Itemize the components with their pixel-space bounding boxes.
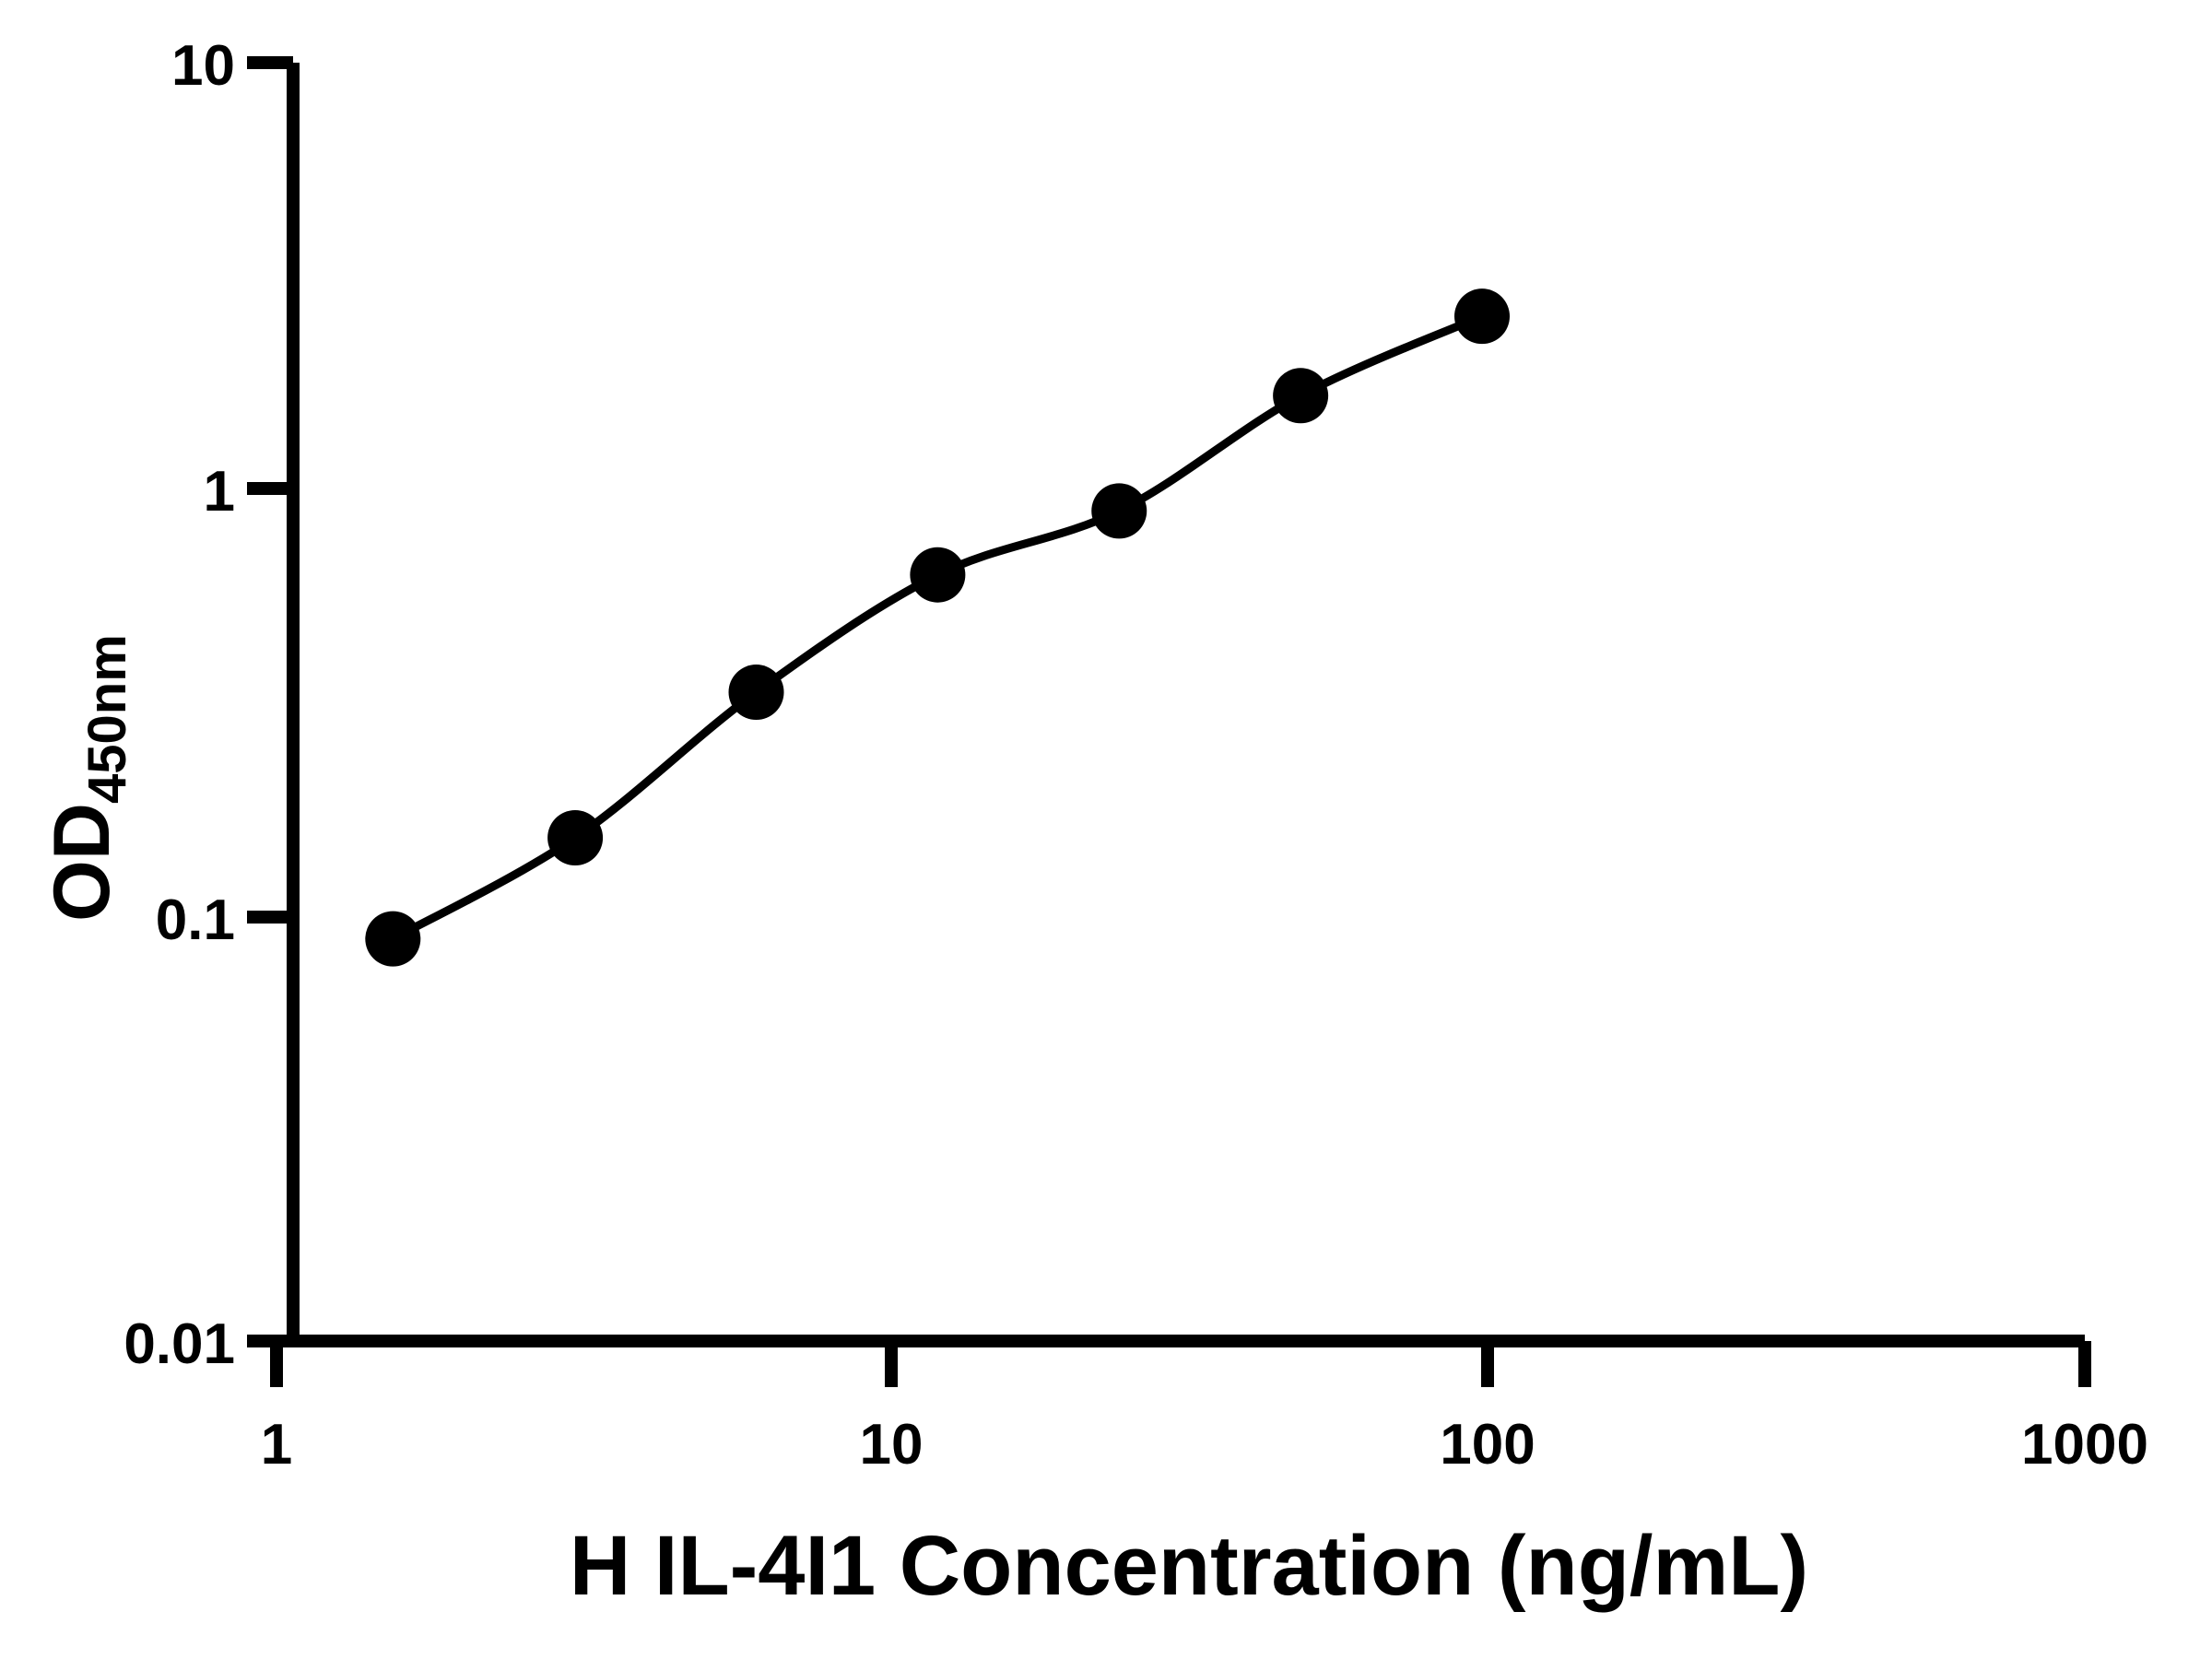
x-tick-label-100: 100 (1440, 1413, 1535, 1477)
data-point (1273, 368, 1329, 424)
y-tick-label-0-1: 0.1 (156, 888, 235, 952)
x-tick-labels: 1 10 100 1000 (261, 1413, 2148, 1477)
y-axis-title-main: OD (38, 803, 126, 922)
data-point (910, 547, 966, 603)
x-axis-title: H IL-4I1 Concentration (ng/mL) (570, 1519, 1808, 1613)
y-tick-marks (247, 56, 293, 1347)
y-tick-label-0-01: 0.01 (124, 1312, 235, 1376)
data-point (365, 911, 421, 967)
x-tick-label-1000: 1000 (2021, 1413, 2148, 1477)
y-tick-label-10: 10 (171, 34, 235, 98)
axes-group (287, 63, 2085, 1347)
x-tick-label-10: 10 (860, 1413, 924, 1477)
data-point (1091, 483, 1147, 539)
y-axis-title-subscript: 450nm (77, 634, 137, 804)
data-point (1454, 288, 1510, 345)
data-point-markers (365, 288, 1510, 967)
x-tick-label-1: 1 (261, 1413, 292, 1477)
data-point (728, 665, 784, 721)
y-tick-label-1: 1 (204, 460, 235, 524)
y-axis-title: OD 450nm (38, 634, 137, 922)
x-tick-marks (270, 1341, 2091, 1387)
data-point (547, 809, 604, 865)
y-tick-labels: 10 1 0.1 0.01 (124, 34, 235, 1376)
